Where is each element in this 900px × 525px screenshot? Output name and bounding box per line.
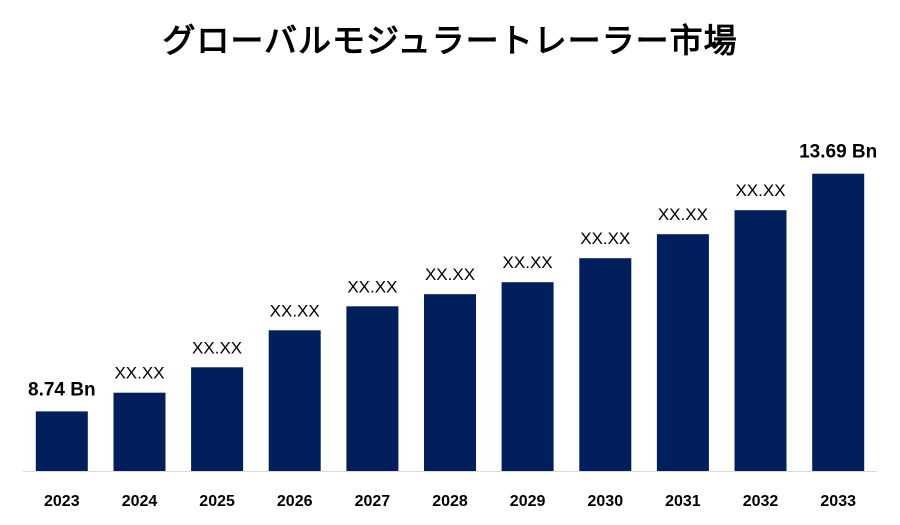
chart-title: グローバルモジュラートレーラー市場 <box>162 21 738 60</box>
bar-2029 <box>501 282 554 471</box>
value-label-2029: XX.XX <box>503 253 553 272</box>
x-tick-2024: 2024 <box>122 493 158 510</box>
bar-2023 <box>35 411 88 471</box>
bar-2030 <box>579 258 632 471</box>
bar-2031 <box>656 234 709 471</box>
value-label-2027: XX.XX <box>347 277 397 296</box>
value-label-2030: XX.XX <box>580 229 630 248</box>
bar-2027 <box>346 306 399 471</box>
value-label-2023: 8.74 Bn <box>28 379 96 400</box>
value-label-2033: 13.69 Bn <box>799 142 877 163</box>
x-tick-2030: 2030 <box>588 493 624 510</box>
x-tick-2023: 2023 <box>44 493 80 510</box>
bars-group <box>35 173 865 471</box>
x-tick-2031: 2031 <box>665 493 701 510</box>
x-tick-labels-group: 2023 2024 2025 2026 2027 2028 2029 2030 2031 2032… <box>44 493 856 510</box>
bar-2028 <box>424 294 476 471</box>
value-labels-group: 8.74 Bn XX.XX XX.XX XX.XX XX.XX XX.XX XX.XX XX.… <box>28 142 877 401</box>
value-label-2028: XX.XX <box>425 265 475 284</box>
bar-2024 <box>113 392 166 471</box>
bar-2026 <box>268 330 321 471</box>
bar-2032 <box>734 210 787 471</box>
x-tick-2029: 2029 <box>510 493 546 510</box>
x-tick-2028: 2028 <box>432 493 468 510</box>
x-tick-2027: 2027 <box>355 493 391 510</box>
x-tick-2025: 2025 <box>199 493 235 510</box>
bar-2025 <box>191 367 244 471</box>
x-tick-2032: 2032 <box>743 493 779 510</box>
bar-2033 <box>812 173 865 471</box>
value-label-2031: XX.XX <box>658 205 708 224</box>
x-tick-2033: 2033 <box>820 493 856 510</box>
x-tick-2026: 2026 <box>277 493 313 510</box>
value-label-2026: XX.XX <box>270 301 320 320</box>
value-label-2025: XX.XX <box>192 338 242 357</box>
value-label-2032: XX.XX <box>735 181 785 200</box>
value-label-2024: XX.XX <box>114 364 164 383</box>
